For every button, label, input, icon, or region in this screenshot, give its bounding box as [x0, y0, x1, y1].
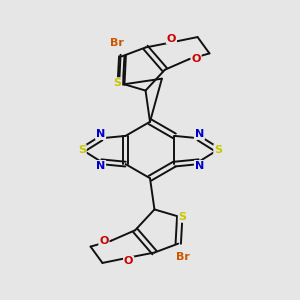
Text: O: O	[191, 54, 201, 64]
Text: N: N	[195, 161, 204, 171]
Text: S: S	[179, 212, 187, 222]
Text: O: O	[124, 256, 133, 266]
Text: S: S	[78, 145, 86, 155]
Text: N: N	[96, 161, 105, 171]
Text: Br: Br	[110, 38, 124, 48]
Text: Br: Br	[176, 252, 190, 262]
Text: S: S	[113, 78, 121, 88]
Text: O: O	[167, 34, 176, 44]
Text: S: S	[214, 145, 222, 155]
Text: N: N	[96, 129, 105, 139]
Text: O: O	[99, 236, 109, 246]
Text: N: N	[195, 129, 204, 139]
